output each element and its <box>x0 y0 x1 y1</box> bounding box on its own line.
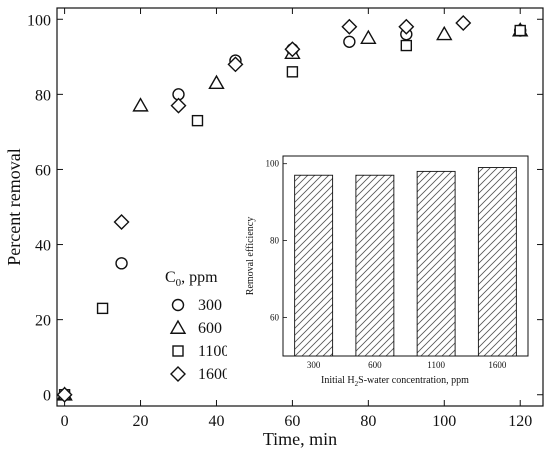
legend-label: 600 <box>198 320 222 337</box>
x-tick-label: 80 <box>360 413 376 430</box>
data-point-1600 <box>455 15 472 32</box>
inset-x-tick-labels: 300 600 1100 1600 <box>307 360 507 370</box>
inset-frame <box>282 155 529 357</box>
data-point-1600 <box>113 214 130 231</box>
y-tick-label: 100 <box>27 12 51 29</box>
inset-x-tick-label: 1100 <box>427 360 445 370</box>
x-tick-labels: 0 20 40 60 80 100 120 <box>61 413 533 430</box>
inset-bar-300 <box>294 174 334 357</box>
data-point-1600 <box>284 41 301 58</box>
y-tick-label: 40 <box>35 238 51 255</box>
legend-marker-600 <box>169 319 187 334</box>
data-point-1100 <box>514 24 526 37</box>
legend-label: 300 <box>198 297 222 314</box>
legend-marker-300 <box>171 298 185 312</box>
inset-bar-1100 <box>416 170 456 357</box>
data-point-600 <box>360 29 377 44</box>
data-point-1600 <box>227 56 244 73</box>
main-axis-ticks <box>57 8 543 406</box>
legend-label: 1100 <box>198 343 229 360</box>
inset-y-tick-label: 80 <box>270 236 280 246</box>
data-point-300 <box>115 257 128 270</box>
x-axis-label: Time, min <box>263 429 337 449</box>
data-points <box>56 15 529 403</box>
inset-axis-ticks <box>283 163 287 318</box>
x-tick-label: 40 <box>208 413 224 430</box>
inset-y-tick-labels: 60 80 100 <box>266 159 280 323</box>
data-point-1100 <box>96 302 109 315</box>
data-point-1600 <box>56 386 73 403</box>
legend: C0, ppm 300 600 1100 1600 <box>165 269 230 383</box>
data-point-600 <box>436 25 453 41</box>
inset-y-axis-label: Removal efficiency <box>245 217 256 295</box>
inset-y-tick-label: 100 <box>266 159 280 169</box>
y-tick-label: 20 <box>35 313 51 330</box>
inset-chart: 60 80 100 300 600 1100 1600 Removal efficienc… <box>227 148 536 393</box>
x-tick-label: 100 <box>432 413 456 430</box>
inset-y-tick-label: 60 <box>270 313 280 323</box>
data-point-1100 <box>191 114 204 127</box>
x-tick-label: 120 <box>508 413 532 430</box>
data-point-600 <box>208 74 225 90</box>
main-plot-frame <box>56 7 544 407</box>
data-point-1100 <box>400 39 413 52</box>
legend-marker-1100 <box>172 345 184 357</box>
inset-bar-1600 <box>477 167 517 357</box>
main-plot: 0 20 40 60 80 100 0 20 40 60 80 100 120 Percent rem… <box>4 7 544 449</box>
inset-bar-600 <box>355 174 395 357</box>
x-tick-label: 0 <box>61 413 69 430</box>
data-point-600 <box>132 97 149 112</box>
y-tick-label: 0 <box>43 388 51 405</box>
legend-items: 300 600 1100 1600 <box>169 297 230 383</box>
legend-label: 1600 <box>198 366 230 383</box>
data-point-1600 <box>170 97 187 114</box>
inset-x-tick-label: 600 <box>368 360 382 370</box>
x-tick-label: 20 <box>133 413 149 430</box>
legend-title: C0, ppm <box>165 269 218 289</box>
data-point-1600 <box>398 18 415 35</box>
data-point-300 <box>343 35 356 48</box>
legend-marker-1600 <box>170 366 186 382</box>
x-tick-label: 60 <box>284 413 300 430</box>
data-point-1600 <box>341 18 358 35</box>
y-tick-label: 80 <box>35 87 51 104</box>
inset-x-axis-label: Initial H2S-water concentration, ppm <box>321 375 469 388</box>
y-tick-label: 60 <box>35 162 51 179</box>
inset-x-tick-label: 1600 <box>488 360 507 370</box>
y-axis-label: Percent removal <box>4 148 24 265</box>
y-tick-labels: 0 20 40 60 80 100 <box>27 12 51 404</box>
inset-bars <box>294 167 517 357</box>
inset-x-tick-label: 300 <box>307 360 321 370</box>
data-point-1100 <box>286 66 299 78</box>
